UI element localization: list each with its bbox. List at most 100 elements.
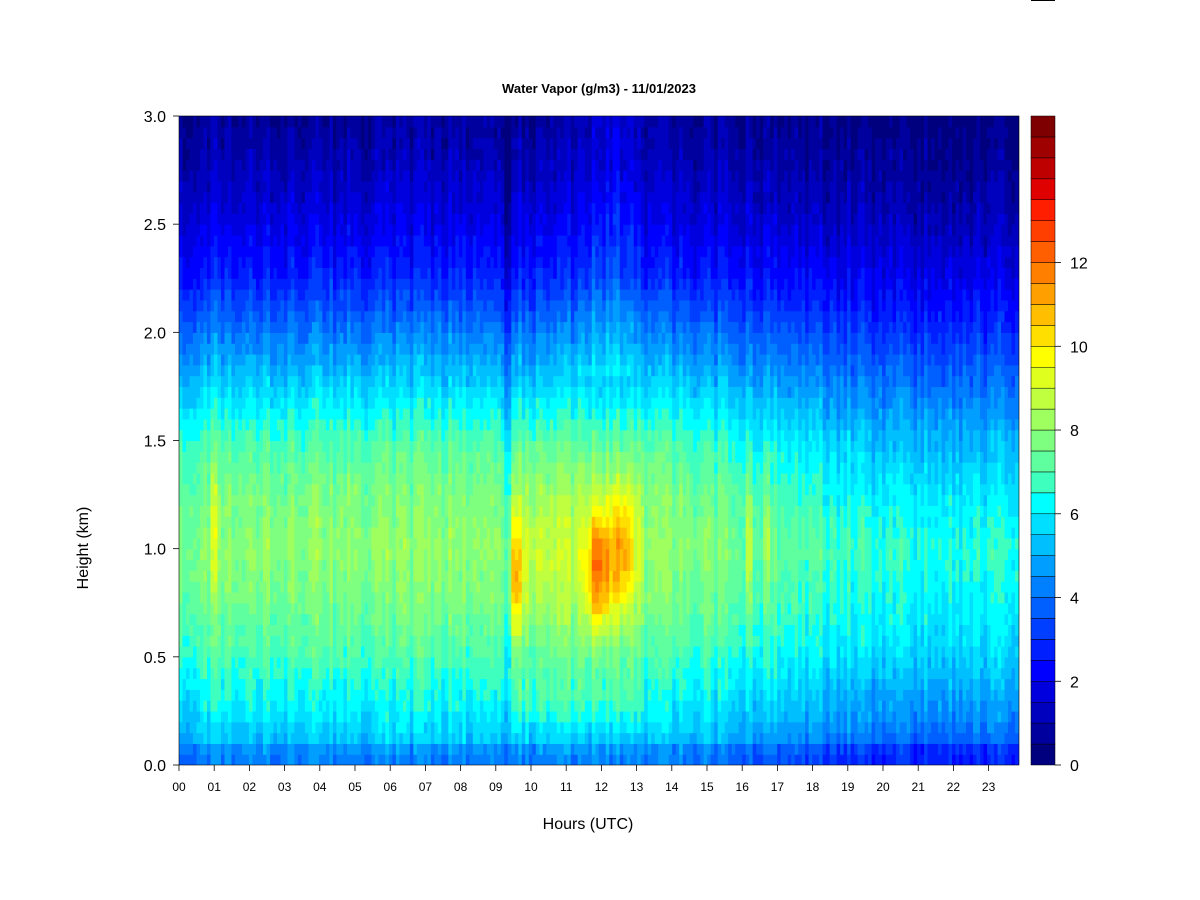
heatmap-cell: [220, 624, 226, 636]
heatmap-cell: [406, 191, 411, 204]
heatmap-cell: [395, 170, 400, 182]
heatmap-cell: [402, 743, 407, 755]
heatmap-cell: [199, 527, 205, 539]
heatmap-cell: [315, 678, 320, 690]
heatmap-cell: [182, 635, 187, 647]
heatmap-cell: [322, 700, 327, 712]
heatmap-cell: [458, 635, 463, 647]
heatmap-cell: [451, 245, 456, 258]
heatmap-cell: [430, 494, 435, 506]
heatmap-cell: [294, 234, 299, 247]
heatmap-cell: [311, 548, 317, 561]
heatmap-cell: [227, 451, 233, 463]
heatmap-cell: [273, 624, 278, 636]
heatmap-cell: [357, 646, 362, 658]
heatmap-cell: [304, 710, 310, 723]
heatmap-cell: [399, 667, 404, 680]
heatmap-cell: [234, 710, 240, 723]
heatmap-cell: [409, 310, 414, 323]
heatmap-cell: [234, 537, 240, 550]
heatmap-cell: [266, 656, 271, 669]
heatmap-cell: [353, 321, 358, 333]
heatmap-cell: [437, 570, 442, 582]
heatmap-cell: [241, 397, 247, 409]
heatmap-cell: [329, 191, 334, 204]
heatmap-cell: [339, 299, 345, 312]
heatmap-cell: [406, 343, 411, 355]
heatmap-cell: [353, 408, 358, 420]
heatmap-cell: [378, 159, 383, 171]
heatmap-cell: [262, 148, 268, 160]
heatmap-cell: [224, 743, 229, 755]
heatmap-cell: [462, 635, 467, 647]
heatmap-cell: [238, 743, 243, 755]
heatmap-cell: [367, 343, 372, 355]
heatmap-cell: [287, 148, 292, 160]
heatmap-cell: [262, 440, 268, 452]
heatmap-cell: [451, 537, 456, 550]
heatmap-cell: [287, 516, 292, 528]
heatmap-cell: [186, 213, 191, 225]
heatmap-cell: [308, 483, 313, 496]
heatmap-cell: [276, 170, 282, 182]
heatmap-cell: [458, 656, 463, 669]
heatmap-cell: [353, 353, 358, 366]
heatmap-cell: [280, 613, 285, 625]
heatmap-cell: [434, 743, 439, 755]
heatmap-cell: [378, 202, 383, 214]
heatmap-cell: [357, 159, 362, 171]
heatmap-cell: [462, 159, 467, 171]
heatmap-cell: [325, 245, 331, 258]
heatmap-cell: [371, 689, 376, 701]
heatmap-cell: [451, 581, 456, 593]
heatmap-cell: [234, 505, 240, 517]
heatmap-cell: [374, 180, 379, 193]
heatmap-cell: [325, 137, 331, 150]
heatmap-cell: [196, 710, 201, 723]
heatmap-cell: [360, 754, 365, 765]
heatmap-cell: [329, 267, 334, 279]
heatmap-cell: [262, 743, 268, 755]
heatmap-cell: [367, 180, 372, 193]
heatmap-cell: [420, 700, 425, 712]
heatmap-cell: [458, 126, 463, 139]
heatmap-cell: [311, 418, 317, 431]
heatmap-cell: [458, 386, 463, 398]
heatmap-cell: [238, 213, 243, 225]
heatmap-cell: [448, 321, 453, 333]
heatmap-cell: [283, 418, 289, 431]
heatmap-cell: [336, 375, 341, 388]
heatmap-cell: [420, 180, 425, 193]
heatmap-cell: [217, 646, 222, 658]
heatmap-cell: [182, 418, 187, 431]
heatmap-cell: [210, 126, 215, 139]
heatmap-cell: [248, 710, 254, 723]
heatmap-cell: [196, 245, 201, 258]
heatmap-cell: [266, 700, 271, 712]
heatmap-cell: [276, 386, 282, 398]
heatmap-cell: [308, 505, 313, 517]
heatmap-cell: [458, 429, 463, 442]
heatmap-cell: [210, 548, 215, 561]
heatmap-cell: [350, 224, 355, 236]
heatmap-cell: [336, 148, 341, 160]
heatmap-cell: [259, 656, 264, 669]
heatmap-cell: [462, 148, 467, 160]
heatmap-cell: [301, 754, 306, 765]
heatmap-cell: [315, 343, 320, 355]
heatmap-cell: [259, 299, 264, 312]
heatmap-cell: [304, 721, 310, 734]
heatmap-cell: [227, 754, 233, 765]
heatmap-cell: [441, 559, 446, 571]
heatmap-cell: [434, 754, 439, 765]
heatmap-cell: [378, 667, 383, 680]
heatmap-cell: [357, 364, 362, 377]
heatmap-cell: [451, 602, 456, 615]
heatmap-cell: [437, 646, 442, 658]
heatmap-cell: [182, 126, 187, 139]
heatmap-cell: [364, 332, 369, 344]
heatmap-cell: [262, 710, 268, 723]
heatmap-cell: [227, 137, 233, 150]
heatmap-cell: [262, 667, 268, 680]
heatmap-cell: [266, 234, 271, 247]
